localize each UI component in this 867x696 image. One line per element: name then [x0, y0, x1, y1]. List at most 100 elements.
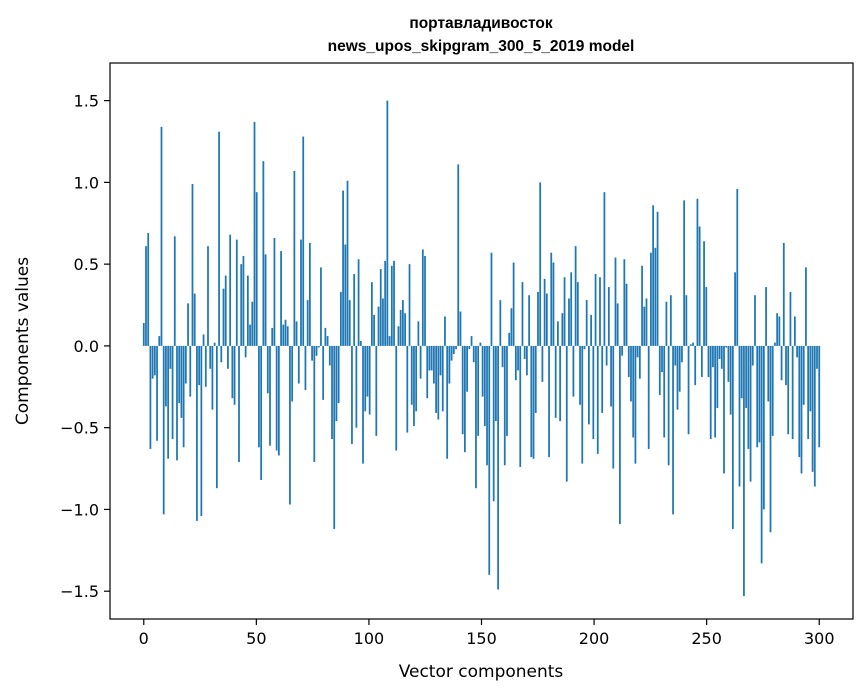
bar [229, 234, 232, 346]
bar [588, 345, 590, 425]
bar [610, 345, 612, 407]
bar [384, 260, 387, 346]
bar [235, 239, 238, 346]
bar [785, 345, 787, 386]
bar [238, 345, 240, 463]
bar [767, 345, 770, 402]
y-tick-label: −1.5 [60, 582, 99, 601]
bar [698, 226, 701, 346]
bar [359, 341, 362, 346]
bar [572, 345, 575, 397]
bar [557, 321, 559, 346]
bar [601, 345, 604, 413]
bar [523, 345, 526, 359]
chart-title-line-1: портавладивосток [409, 15, 553, 32]
bar [477, 345, 480, 436]
bar [574, 246, 577, 346]
bar [191, 184, 194, 346]
bar [373, 314, 375, 346]
bar [253, 121, 256, 346]
bar [765, 287, 767, 346]
bar [632, 345, 635, 438]
bar [151, 345, 154, 379]
x-axis-label: Vector components [399, 662, 564, 682]
bar [388, 336, 391, 346]
bar [552, 262, 555, 346]
bar [570, 272, 573, 346]
bar [258, 345, 260, 448]
y-tick-label: 0.5 [74, 255, 99, 274]
bar [663, 345, 666, 438]
bar [244, 345, 247, 358]
bar [645, 298, 648, 346]
bar [621, 345, 624, 356]
bar [561, 313, 564, 346]
bar [745, 345, 748, 409]
bar [289, 345, 291, 505]
bar [638, 345, 641, 379]
bar [656, 211, 659, 346]
y-tick-label: 0.0 [74, 337, 99, 356]
bar [497, 345, 499, 590]
bar [207, 246, 209, 346]
bar [559, 345, 561, 422]
bar [729, 345, 732, 415]
bar [512, 262, 515, 346]
bar [293, 170, 296, 346]
bar [802, 345, 805, 405]
bar [178, 345, 181, 404]
bar [326, 336, 329, 346]
bar [169, 345, 172, 369]
bar [357, 259, 360, 346]
bar [694, 345, 697, 386]
bar [461, 345, 464, 435]
bar [774, 342, 776, 346]
bar [486, 345, 488, 466]
bar [417, 321, 420, 346]
bar [433, 345, 435, 384]
bar-series [142, 100, 821, 597]
bar [583, 345, 586, 350]
bar [284, 319, 287, 346]
bar [171, 345, 174, 440]
bar [760, 345, 763, 564]
bar [180, 345, 183, 418]
bar [581, 345, 584, 464]
bar [592, 345, 595, 440]
bar [778, 316, 781, 346]
bar [304, 345, 307, 391]
bar [362, 345, 364, 464]
bar [647, 345, 650, 449]
bar [344, 244, 347, 346]
bar [614, 257, 617, 346]
bar [470, 336, 473, 346]
bar [667, 345, 670, 466]
bar [789, 291, 792, 346]
bar [537, 291, 539, 346]
bar [731, 345, 734, 530]
bar [220, 345, 223, 363]
bar [386, 100, 389, 346]
bar [165, 345, 167, 407]
bar [798, 345, 801, 458]
bar [762, 345, 765, 510]
bar [696, 198, 699, 346]
bar [590, 314, 593, 346]
bar [623, 259, 626, 346]
bar [430, 345, 433, 371]
bar [249, 324, 251, 346]
bar [576, 282, 579, 346]
bar [435, 345, 437, 413]
bar [514, 345, 517, 381]
bar [306, 300, 309, 346]
bar [176, 345, 178, 461]
bar [678, 345, 681, 392]
bar [464, 345, 466, 453]
bar [439, 345, 442, 376]
bar [510, 308, 513, 346]
bar [145, 246, 147, 346]
bar [634, 345, 637, 464]
bar [184, 345, 187, 384]
bar [490, 252, 493, 346]
bar [346, 180, 349, 346]
